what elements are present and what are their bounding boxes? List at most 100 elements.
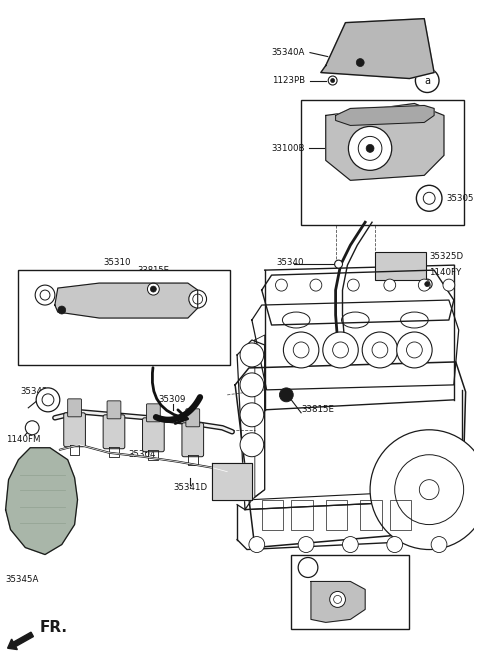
FancyBboxPatch shape <box>146 404 160 422</box>
Bar <box>360 499 382 530</box>
Text: 35312H: 35312H <box>169 352 202 361</box>
Bar <box>291 499 313 530</box>
Circle shape <box>370 430 480 549</box>
Circle shape <box>276 279 288 291</box>
Circle shape <box>279 388 293 402</box>
Circle shape <box>310 279 322 291</box>
Circle shape <box>333 342 348 358</box>
Circle shape <box>150 286 156 292</box>
Text: 1123PB: 1123PB <box>272 76 305 85</box>
Text: 35340A: 35340A <box>272 48 305 57</box>
FancyBboxPatch shape <box>103 415 125 449</box>
Circle shape <box>328 76 337 85</box>
Circle shape <box>372 342 388 358</box>
Text: 35312J: 35312J <box>58 352 87 361</box>
Text: 35310: 35310 <box>103 258 131 267</box>
Circle shape <box>42 394 54 406</box>
Bar <box>291 555 409 629</box>
Circle shape <box>40 290 50 300</box>
Circle shape <box>407 342 422 358</box>
Circle shape <box>25 420 39 435</box>
Text: 35305: 35305 <box>446 194 473 203</box>
Circle shape <box>348 126 392 170</box>
Bar <box>326 499 348 530</box>
FancyBboxPatch shape <box>64 413 85 447</box>
Text: 35340: 35340 <box>276 258 304 267</box>
Bar <box>390 499 411 530</box>
Text: 35341D: 35341D <box>173 483 207 492</box>
Circle shape <box>298 558 318 578</box>
Text: a: a <box>305 562 311 572</box>
Circle shape <box>298 537 314 553</box>
Text: 35304: 35304 <box>129 450 156 459</box>
Circle shape <box>35 285 55 305</box>
Circle shape <box>240 343 264 367</box>
Text: 35312: 35312 <box>25 273 52 282</box>
Circle shape <box>420 480 439 499</box>
Circle shape <box>443 279 455 291</box>
Polygon shape <box>6 448 78 555</box>
Circle shape <box>147 283 159 295</box>
Circle shape <box>334 595 341 603</box>
Circle shape <box>356 58 364 66</box>
Circle shape <box>330 591 346 608</box>
Circle shape <box>419 279 430 291</box>
Circle shape <box>362 332 397 368</box>
Circle shape <box>58 306 66 314</box>
Circle shape <box>422 279 432 289</box>
Polygon shape <box>321 18 434 79</box>
Circle shape <box>387 537 403 553</box>
Circle shape <box>240 403 264 427</box>
Text: 35345A: 35345A <box>6 575 39 584</box>
Circle shape <box>358 137 382 160</box>
FancyBboxPatch shape <box>68 399 82 417</box>
Circle shape <box>415 68 439 93</box>
Bar <box>301 101 464 225</box>
Circle shape <box>189 290 206 308</box>
FancyArrowPatch shape <box>152 368 188 424</box>
Circle shape <box>425 282 430 286</box>
Circle shape <box>396 332 432 368</box>
Text: 33815E: 33815E <box>137 265 169 275</box>
Text: 1140FY: 1140FY <box>429 267 461 277</box>
Circle shape <box>323 332 358 368</box>
Polygon shape <box>55 283 198 318</box>
Circle shape <box>331 79 335 83</box>
Circle shape <box>348 279 359 291</box>
Circle shape <box>431 537 447 553</box>
Circle shape <box>240 373 264 397</box>
Circle shape <box>240 433 264 457</box>
FancyBboxPatch shape <box>143 418 164 452</box>
Circle shape <box>193 294 203 304</box>
FancyBboxPatch shape <box>182 423 204 457</box>
Circle shape <box>335 260 343 268</box>
Text: 35309: 35309 <box>158 396 186 404</box>
Circle shape <box>249 537 264 553</box>
Text: 31337F: 31337F <box>324 558 356 567</box>
Polygon shape <box>213 463 252 499</box>
Bar <box>375 252 426 280</box>
Circle shape <box>384 279 396 291</box>
Bar <box>18 270 230 365</box>
Bar <box>262 499 283 530</box>
Circle shape <box>366 145 374 152</box>
Circle shape <box>283 332 319 368</box>
Text: 1140FM: 1140FM <box>6 436 40 444</box>
Text: a: a <box>424 76 430 85</box>
Circle shape <box>293 342 309 358</box>
Circle shape <box>416 185 442 212</box>
Text: 35342: 35342 <box>20 388 48 396</box>
Text: FR.: FR. <box>40 620 68 635</box>
Text: 35325D: 35325D <box>429 252 463 261</box>
Circle shape <box>395 455 464 524</box>
Circle shape <box>36 388 60 412</box>
FancyBboxPatch shape <box>107 401 121 419</box>
Text: 33815E: 33815E <box>301 405 334 415</box>
FancyBboxPatch shape <box>186 409 200 427</box>
Polygon shape <box>326 103 444 180</box>
Text: 33100B: 33100B <box>272 144 305 153</box>
Circle shape <box>423 193 435 204</box>
Polygon shape <box>336 106 434 125</box>
Polygon shape <box>311 581 365 622</box>
FancyArrow shape <box>8 632 34 650</box>
